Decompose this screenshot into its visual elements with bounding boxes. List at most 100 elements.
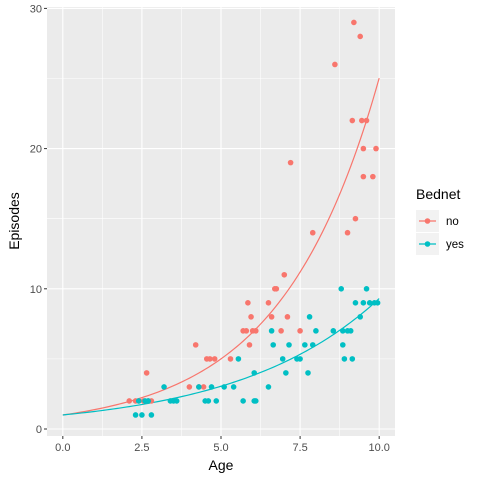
point-yes — [270, 342, 277, 348]
point-no — [273, 285, 280, 292]
x-tick-label: 7.5 — [292, 442, 307, 454]
point-no — [192, 342, 199, 348]
legend-point-no — [424, 218, 431, 224]
point-yes — [352, 300, 359, 306]
point-yes — [313, 328, 319, 334]
y-tick-label: 20 — [30, 144, 42, 156]
point-no — [344, 229, 351, 236]
point-no — [268, 314, 275, 320]
legend: Bednet no yes — [416, 186, 464, 255]
point-no — [245, 300, 251, 306]
point-yes — [221, 384, 227, 390]
point-no — [246, 342, 253, 348]
point-yes — [173, 398, 180, 404]
point-no — [363, 117, 370, 124]
point-yes — [374, 300, 381, 306]
point-yes — [251, 370, 258, 376]
point-yes — [305, 370, 311, 376]
point-yes — [235, 356, 242, 362]
point-no — [186, 384, 193, 390]
point-no — [358, 117, 365, 124]
point-yes — [297, 356, 303, 362]
point-yes — [283, 370, 289, 376]
point-no — [309, 229, 316, 236]
point-no — [284, 314, 291, 320]
point-no — [352, 215, 359, 222]
y-tick-label: 10 — [30, 284, 42, 296]
point-no — [373, 145, 379, 152]
point-no — [207, 356, 213, 362]
point-no — [278, 328, 284, 334]
point-yes — [208, 384, 215, 390]
y-tick-label: 30 — [30, 3, 42, 15]
grid — [47, 7, 395, 436]
legend-label-yes: yes — [446, 239, 464, 251]
legend-point-yes — [424, 241, 431, 247]
point-no — [370, 173, 376, 180]
point-yes — [366, 300, 373, 306]
point-yes — [306, 314, 313, 320]
point-no — [360, 173, 367, 180]
y-axis-title: Episodes — [6, 192, 22, 250]
x-tick-label: 5.0 — [213, 442, 228, 454]
x-tick-label: 10.0 — [368, 442, 389, 454]
point-no — [297, 328, 303, 334]
point-yes — [240, 398, 246, 404]
x-tick-label: 0.0 — [55, 442, 70, 454]
point-yes — [253, 398, 259, 404]
point-no — [200, 384, 207, 390]
point-no — [351, 19, 357, 26]
point-yes — [340, 328, 346, 334]
point-no — [227, 356, 234, 362]
point-yes — [338, 285, 345, 292]
x-tick-label: 2.5 — [134, 442, 149, 454]
point-yes — [132, 412, 139, 418]
point-yes — [347, 328, 354, 334]
point-yes — [196, 384, 202, 390]
point-yes — [205, 398, 212, 404]
point-no — [126, 398, 133, 404]
legend-title: Bednet — [416, 186, 460, 202]
point-yes — [279, 356, 286, 362]
point-no — [143, 370, 150, 376]
point-no — [332, 61, 338, 68]
fit-line-no — [62, 77, 380, 416]
point-no — [287, 159, 294, 166]
y-tick-label: 0 — [36, 424, 42, 436]
point-yes — [309, 342, 316, 348]
point-yes — [265, 384, 272, 390]
legend-label-no: no — [446, 216, 459, 228]
point-yes — [286, 342, 292, 348]
point-no — [349, 117, 356, 124]
point-yes — [302, 342, 308, 348]
point-yes — [135, 398, 142, 404]
point-yes — [341, 356, 348, 362]
x-axis-title: Age — [209, 457, 234, 473]
point-no — [253, 328, 259, 334]
point-no — [281, 271, 288, 278]
y-axis: 0 10 20 30 — [30, 3, 47, 436]
point-yes — [349, 356, 356, 362]
point-yes — [145, 398, 152, 404]
point-no — [360, 145, 367, 152]
point-yes — [161, 384, 167, 390]
point-yes — [268, 328, 275, 334]
point-yes — [230, 384, 237, 390]
fit-lines — [62, 77, 380, 416]
point-yes — [340, 342, 346, 348]
point-no — [265, 300, 272, 306]
point-yes — [139, 412, 145, 418]
fit-line-yes — [62, 298, 380, 416]
point-yes — [330, 328, 337, 334]
point-no — [248, 314, 254, 320]
point-yes — [360, 300, 367, 306]
point-yes — [363, 285, 370, 292]
points — [126, 19, 381, 418]
point-yes — [357, 314, 364, 320]
point-yes — [213, 398, 220, 404]
point-no — [243, 328, 250, 334]
point-yes — [148, 412, 155, 418]
point-no — [211, 356, 218, 362]
point-no — [357, 33, 364, 40]
